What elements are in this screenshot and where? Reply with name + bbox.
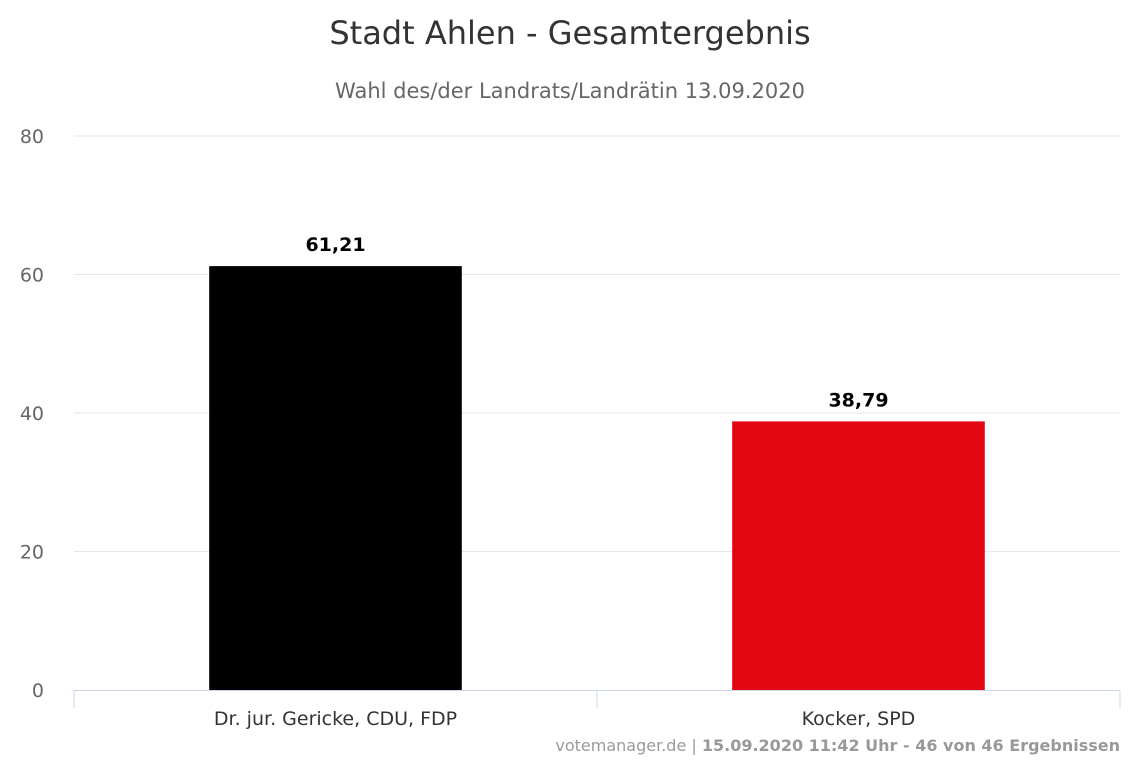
- credits-source: votemanager.de: [555, 736, 686, 755]
- x-category-label: Kocker, SPD: [802, 708, 916, 730]
- y-tick-label: 40: [20, 403, 44, 425]
- y-tick-label: 60: [20, 265, 44, 287]
- data-label: 38,79: [828, 389, 888, 411]
- y-tick-label: 0: [32, 680, 44, 702]
- chart-title: Stadt Ahlen - Gesamtergebnis: [329, 14, 810, 52]
- bars: 61,21 38,79: [209, 234, 985, 690]
- data-label: 61,21: [305, 234, 365, 256]
- y-axis-ticks: 0 20 40 60 80: [20, 126, 44, 702]
- x-axis: Dr. jur. Gericke, CDU, FDP Kocker, SPD: [73, 690, 1121, 730]
- chart-subtitle: Wahl des/der Landrats/Landrätin 13.09.20…: [335, 79, 805, 103]
- bar[interactable]: [732, 421, 985, 690]
- credits[interactable]: votemanager.de | 15.09.2020 11:42 Uhr - …: [555, 736, 1120, 755]
- y-tick-label: 20: [20, 542, 44, 564]
- credits-separator: |: [686, 736, 702, 755]
- x-category-label: Dr. jur. Gericke, CDU, FDP: [214, 708, 457, 730]
- bar[interactable]: [209, 266, 462, 690]
- credits-status: 15.09.2020 11:42 Uhr - 46 von 46 Ergebni…: [702, 736, 1120, 755]
- y-tick-label: 80: [20, 126, 44, 148]
